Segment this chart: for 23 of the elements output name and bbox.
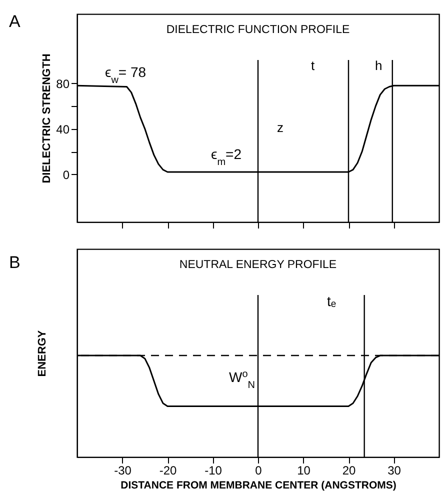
x-tick-label: -20: [159, 464, 177, 478]
annotation: ϵ$_{m}$=2: [211, 146, 242, 168]
y-axis-title: ENERGY: [36, 330, 48, 377]
text: B: [9, 253, 20, 272]
y-tick-label: 80: [56, 76, 70, 91]
text: A: [9, 12, 21, 31]
annotation: h: [375, 58, 382, 73]
x-tick-label: 30: [388, 464, 402, 478]
x-tick-label: -30: [114, 464, 132, 478]
y-axis-title: DIELECTRIC STRENGTH: [41, 54, 54, 184]
y-tick-label: 0: [62, 168, 70, 182]
text: DIELECTRIC FUNCTION PROFILE: [166, 24, 350, 36]
chart-title: NEUTRAL ENERGY PROFILE: [179, 259, 337, 271]
annotation: ϵ$_{w}$= 78: [105, 64, 146, 86]
x-tick-label: 20: [342, 464, 356, 478]
x-tick-label: 10: [297, 464, 311, 478]
x-axis-title: DISTANCE FROM MEMBRANE CENTER (ANGSTROMS): [120, 480, 396, 492]
y-tick-label: 40: [56, 122, 70, 136]
x-tick-label: -10: [204, 464, 222, 478]
annotation: t: [311, 58, 315, 73]
x-tick-label: 0: [255, 464, 262, 478]
annotation: z: [277, 120, 284, 135]
text: tₑ: [327, 293, 336, 309]
